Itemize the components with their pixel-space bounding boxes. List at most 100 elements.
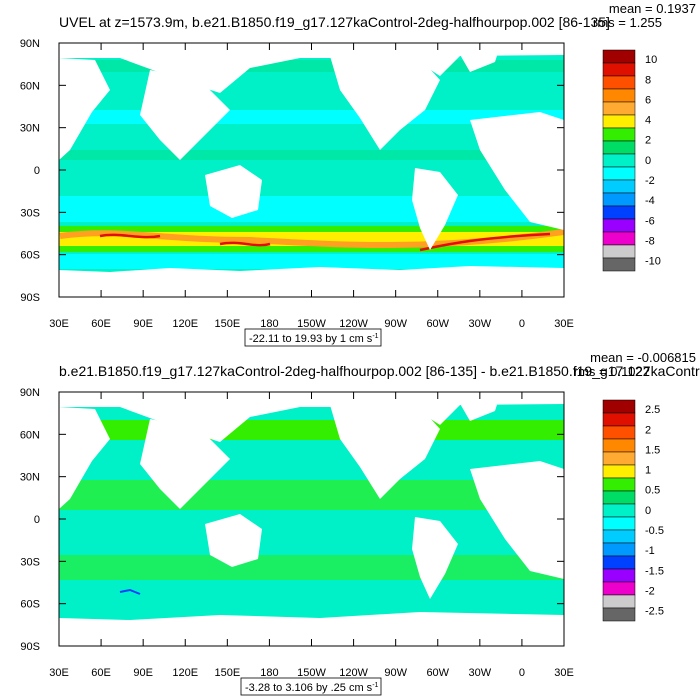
antarctica [59,266,564,297]
colorbar-label: 2.5 [645,404,660,416]
lon-label: 60E [91,667,111,679]
acc-jet [99,232,551,252]
colorbar-swatch [602,425,636,440]
band [59,196,564,222]
colorbar-swatch [602,231,636,246]
panel-bottom-title: b.e21.B1850.f19_g17.127kaControl-2deg-ha… [59,363,700,379]
lat-label: 30S [20,556,40,568]
colorbar-swatch [602,542,636,557]
colorbar-swatch [602,192,636,207]
colorbar-label: -1 [645,545,655,557]
lon-label: 30E [554,318,574,330]
africa [470,461,564,579]
lon-label: 30E [554,667,574,679]
colorbar-swatch [602,140,636,155]
lat-label: 90N [20,38,40,50]
range-label-top: -22.11 to 19.93 by 1 cm s-1 [249,333,379,345]
colorbar-label: -0.5 [645,525,664,537]
colorbar-label: 2 [645,424,651,436]
colorbar-swatch [602,205,636,220]
range-box-bottom [240,677,382,696]
lon-label: 120E [172,318,198,330]
colorbar-label: -2.5 [645,606,664,618]
colorbar-swatch [602,127,636,142]
lat-label: 60N [20,80,40,92]
lon-label: 150W [297,318,326,330]
colorbar-swatch [602,490,636,505]
lon-label: 90E [133,667,153,679]
colorbar-label: -2 [645,585,655,597]
colorbar-label: 8 [645,74,651,86]
lat-label: 0 [34,165,40,177]
colorbar-label: 0 [645,155,651,167]
antarctica [59,612,564,646]
colorbar-top: 10 8 6 4 2 0 -2 -4 -6 -8 -10 [602,49,661,272]
colorbar-bottom: 2.5 2 1.5 1 0.5 0 -0.5 -1 -1.5 -2 -2.5 [602,399,664,622]
colorbar-swatch [602,218,636,233]
colorbar-swatch [602,555,636,570]
lon-label: 180 [260,318,278,330]
lat-label: 90S [20,292,40,304]
colorbar-swatch [602,49,636,64]
colorbar-label: -10 [645,256,661,268]
colorbar-label: 1 [645,465,651,477]
map-bottom [59,392,564,646]
panel-top-mean: mean = 0.1937 [609,1,696,16]
australia [205,165,262,218]
land-asia-west [59,407,110,509]
lat-label: 30S [20,207,40,219]
lon-label: 0 [519,318,525,330]
lat-label: 30N [20,472,40,484]
range-value-bottom: -3.28 to 3.106 by .25 cm s [245,682,373,694]
colorbar-swatch [602,412,636,427]
colorbar-swatch [602,153,636,168]
band [59,520,564,540]
colorbar-swatch [602,607,636,622]
colorbar-swatch [602,166,636,181]
colorbar-swatch [602,101,636,116]
panel-bottom: b.e21.B1850.f19_g17.127kaControl-2deg-ha… [20,350,700,696]
land-east-asia [140,70,230,160]
north-america [330,56,440,150]
colorbar-swatch [602,451,636,466]
colorbar-label: -2 [645,175,655,187]
lon-label: 60E [91,318,111,330]
colorbar-label: -1.5 [645,565,664,577]
colorbar-label: 4 [645,115,651,127]
axes-bottom: 30E 60E 90E 120E 150E 180 150W 120W 90W 60W 30W 0 30… [20,387,574,679]
lat-label: 30N [20,123,40,135]
greenland [455,46,500,72]
colorbar-label: 6 [645,94,651,106]
lon-label: 30E [49,667,69,679]
panel-top-title: UVEL at z=1573.9m, b.e21.B1850.f19_g17.1… [59,14,610,30]
colorbar-swatch [602,438,636,453]
lon-label: 120E [172,667,198,679]
colorbar-swatch [602,399,636,414]
colorbar-swatch [602,464,636,479]
colorbar-label: -6 [645,215,655,227]
lon-label: 180 [260,667,278,679]
lat-label: 90S [20,641,40,653]
anomaly-spot [119,588,141,595]
colorbar-label: 10 [645,54,657,66]
south-america [412,168,458,250]
colorbar-swatch [602,88,636,103]
colorbar-swatch [602,62,636,77]
lon-label: 0 [519,667,525,679]
colorbar-swatch [602,503,636,518]
colorbar-swatch [602,114,636,129]
lon-label: 120W [339,318,368,330]
australia [205,514,262,567]
colorbar-label: 2 [645,135,651,147]
colorbar-label: -8 [645,235,655,247]
lat-label: 90N [20,387,40,399]
lon-label: 30E [49,318,69,330]
colorbar-swatch [602,516,636,531]
lon-label: 150E [214,318,240,330]
lon-label: 90E [133,318,153,330]
south-america [412,517,458,599]
lat-label: 60N [20,429,40,441]
colorbar-swatch [602,594,636,609]
lon-label: 150W [297,667,326,679]
lat-label: 60S [20,250,40,262]
